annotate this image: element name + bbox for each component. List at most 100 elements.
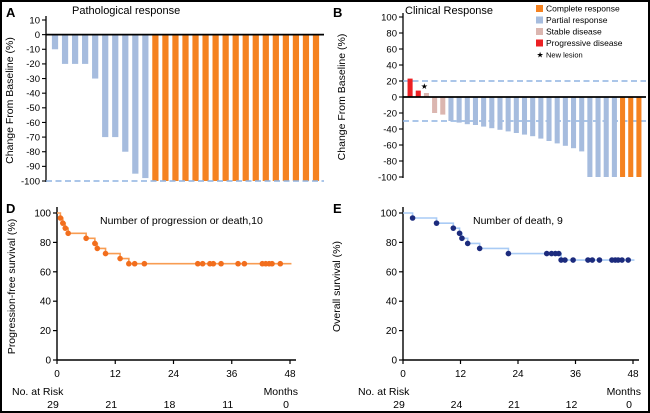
y-tick-label: -90 xyxy=(26,162,40,173)
y-tick-label: -100 xyxy=(378,172,397,183)
y-tick-label: 100 xyxy=(381,12,397,23)
bar-partial xyxy=(571,97,577,149)
bar-complete xyxy=(620,97,626,177)
y-tick-label: 60 xyxy=(386,267,398,278)
bar-partial xyxy=(82,34,89,64)
bar-partial xyxy=(448,97,454,121)
chart-title: Clinical Response xyxy=(405,5,493,17)
data-point-dot xyxy=(92,240,98,247)
y-tick-label: 40 xyxy=(386,297,398,308)
y-tick-label: -60 xyxy=(26,118,40,129)
data-point-dot xyxy=(277,260,284,267)
at-risk-value: 0 xyxy=(626,399,632,411)
data-point-dot xyxy=(615,257,621,263)
data-point-dot xyxy=(102,250,109,257)
legend-label: Partial response xyxy=(546,15,608,25)
bar-partial xyxy=(456,97,462,123)
y-tick-label: 80 xyxy=(40,238,52,249)
y-tick-label: 40 xyxy=(386,60,397,71)
bar-partial xyxy=(546,97,552,141)
bar-partial xyxy=(579,97,585,152)
bar-partial xyxy=(92,34,99,79)
at-risk-value: 29 xyxy=(47,399,59,411)
bar-complete xyxy=(628,97,634,177)
y-tick-label: 60 xyxy=(386,44,397,55)
y-tick-label: -80 xyxy=(26,147,40,158)
bar-complete xyxy=(242,34,249,181)
data-point-dot xyxy=(625,257,632,263)
data-point-dot xyxy=(141,260,148,267)
data-point-dot xyxy=(433,220,440,226)
bar-partial xyxy=(61,34,69,64)
bar-progressive xyxy=(407,78,413,97)
bar-partial xyxy=(51,34,59,50)
data-point-dot xyxy=(131,260,138,267)
y-tick-label: 80 xyxy=(386,238,398,249)
data-point-dot xyxy=(555,250,562,257)
data-point-dot xyxy=(450,225,457,231)
y-tick-label: 100 xyxy=(380,209,397,220)
legend-swatch-icon xyxy=(536,5,543,12)
legend-star-icon: ★ xyxy=(537,51,544,60)
bar-partial xyxy=(611,97,617,177)
y-axis-title: Progression-free survival (%) xyxy=(6,219,18,354)
bar-partial xyxy=(122,34,129,152)
chart-annotation: Number of progression or death,10 xyxy=(100,215,263,227)
at-risk-value: 21 xyxy=(105,399,117,411)
data-point-dot xyxy=(548,250,555,257)
data-point-dot xyxy=(570,257,576,263)
x-tick-label: 36 xyxy=(226,369,238,380)
at-risk-value: 21 xyxy=(508,399,520,411)
bar-complete xyxy=(152,34,159,181)
bar-partial xyxy=(603,97,609,177)
bar-complete xyxy=(282,34,289,181)
y-tick-label: -50 xyxy=(26,103,40,114)
bar-partial xyxy=(562,97,568,146)
y-tick-label: 20 xyxy=(40,326,52,337)
data-point-dot xyxy=(409,215,416,221)
y-axis-title: Change From Baseline (%) xyxy=(336,34,348,161)
data-point-dot xyxy=(505,250,512,257)
bar-stable xyxy=(432,97,438,113)
months-label: Months xyxy=(607,386,641,398)
data-point-dot xyxy=(562,257,568,263)
bar-partial xyxy=(71,34,79,64)
y-tick-label: -70 xyxy=(26,132,40,143)
data-point-dot xyxy=(60,220,66,226)
legend-label: Stable disease xyxy=(546,27,602,37)
bar-stable xyxy=(423,93,429,97)
at-risk-value: 29 xyxy=(393,399,405,411)
at-risk-label: No. at Risk xyxy=(358,386,410,398)
bar-complete xyxy=(222,34,229,181)
bar-complete xyxy=(182,34,189,181)
panel-label: A xyxy=(6,5,16,20)
bar-partial xyxy=(142,34,149,179)
bar-partial xyxy=(472,97,478,125)
at-risk-label: No. at Risk xyxy=(12,386,64,398)
bar-partial xyxy=(513,97,519,133)
bar-complete xyxy=(272,34,279,181)
x-tick-label: 48 xyxy=(284,369,296,380)
at-risk-value: 24 xyxy=(451,399,463,411)
data-point-dot xyxy=(235,260,241,267)
bar-partial xyxy=(497,97,503,130)
bar-partial xyxy=(102,34,109,138)
bar-partial xyxy=(530,97,536,137)
data-point-dot xyxy=(57,215,64,221)
bar-partial xyxy=(587,97,593,177)
y-tick-label: 0 xyxy=(391,356,397,367)
bar-complete xyxy=(202,34,209,181)
bar-partial xyxy=(595,97,601,177)
data-point-dot xyxy=(194,260,201,267)
x-tick-label: 12 xyxy=(110,369,122,380)
legend-label: Complete response xyxy=(546,4,620,14)
bar-partial xyxy=(112,34,119,138)
data-point-dot xyxy=(210,260,217,267)
data-point-dot xyxy=(218,260,224,267)
panel-E-chart: E Number of death, 9 0 20 40 60 80 100 0 12 24 36 48… xyxy=(331,201,641,411)
data-point-dot xyxy=(558,257,564,263)
y-tick-label: 100 xyxy=(34,209,51,220)
y-tick-label: -20 xyxy=(26,59,40,70)
legend-label: Progressive disease xyxy=(546,38,623,48)
